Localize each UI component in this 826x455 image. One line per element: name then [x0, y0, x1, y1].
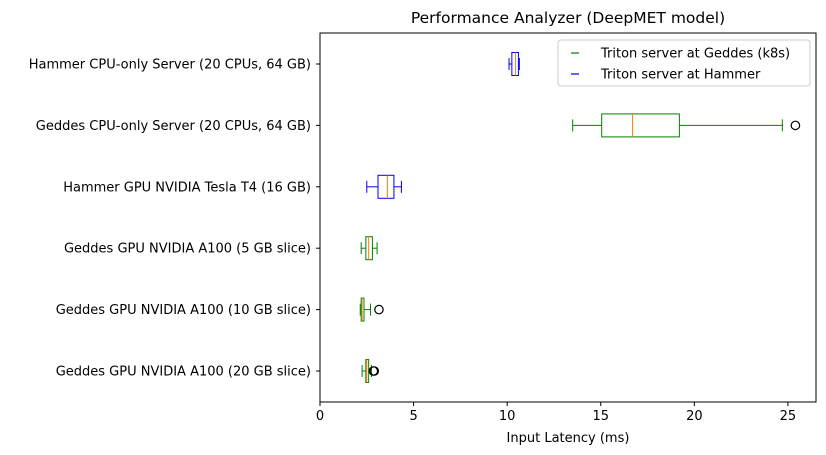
axes: 0 5 10 15 20 25 Hammer CPU-only Server (20 CPU…	[29, 58, 796, 425]
y-tick-label: Geddes GPU NVIDIA A100 (5 GB slice)	[64, 242, 311, 257]
x-tick-label: 20	[686, 409, 703, 424]
outlier-point	[369, 366, 380, 376]
legend: Triton server at Geddes (k8s) Triton serv…	[557, 39, 811, 87]
y-tick-label: Geddes CPU-only Server (20 CPUs, 64 GB)	[36, 119, 311, 134]
x-tick-label: 5	[409, 409, 417, 424]
plot-area	[359, 52, 801, 383]
box-group	[508, 52, 520, 76]
y-tick-label: Hammer GPU NVIDIA Tesla T4 (16 GB)	[63, 180, 311, 195]
box-group	[366, 174, 402, 199]
outlier-point	[374, 304, 384, 315]
iqr-box	[601, 113, 680, 138]
box-group	[572, 113, 801, 138]
x-tick-label: 0	[316, 409, 324, 424]
outlier-point	[790, 120, 801, 131]
y-tick-label: Hammer CPU-only Server (20 CPUs, 64 GB)	[29, 58, 311, 73]
x-tick-label: 25	[780, 409, 797, 424]
x-tick-label: 15	[592, 409, 609, 424]
x-axis-title: Input Latency (ms)	[507, 431, 630, 446]
box-group	[359, 297, 384, 322]
axes-frame	[319, 32, 817, 403]
y-tick-label: Geddes GPU NVIDIA A100 (20 GB slice)	[56, 365, 311, 380]
legend-label: Triton server at Hammer	[600, 68, 761, 83]
legend-frame	[557, 39, 811, 87]
x-tick-label: 10	[499, 409, 516, 424]
box-group	[360, 236, 378, 261]
legend-label: Triton server at Geddes (k8s)	[600, 47, 790, 62]
chart-title: Performance Analyzer (DeepMET model)	[411, 9, 725, 27]
box-group	[361, 359, 380, 383]
iqr-box	[377, 174, 395, 199]
y-tick-label: Geddes GPU NVIDIA A100 (10 GB slice)	[56, 303, 311, 318]
